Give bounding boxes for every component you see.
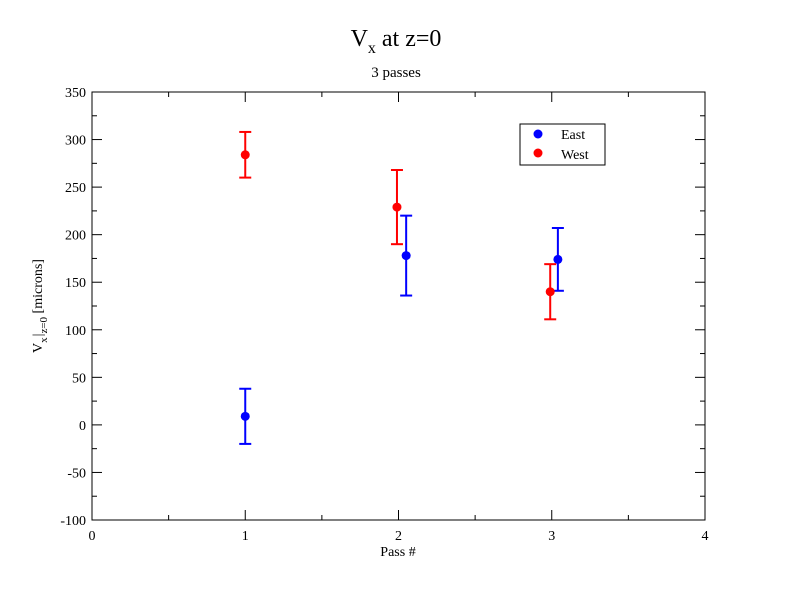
plot-area-frame <box>91 91 706 521</box>
y-axis-label-bar: | <box>31 334 46 337</box>
y-tick-label: -100 <box>60 514 86 529</box>
y-axis-label-z-sub: z=0 <box>38 316 50 333</box>
y-tick-label: 50 <box>72 371 86 386</box>
y-tick-label: 350 <box>65 86 86 101</box>
y-tick-label: 250 <box>65 181 86 196</box>
chart-title-main: V <box>351 26 369 52</box>
legend-marker-west <box>533 148 543 158</box>
legend-box <box>519 123 606 166</box>
x-tick-label: 3 <box>548 529 555 544</box>
x-tick-label: 0 <box>89 529 96 544</box>
x-axis-ticks: 0 1 2 3 4 <box>89 92 709 544</box>
legend-marker-east <box>533 129 543 139</box>
legend: East West <box>519 123 606 166</box>
chart-title: Vx at z=0 <box>351 26 442 57</box>
y-tick-label: 300 <box>65 134 86 149</box>
y-tick-label: -50 <box>67 466 86 481</box>
point-west-3 <box>545 287 555 297</box>
chart-subtitle: 3 passes <box>371 65 421 81</box>
y-axis-label-x-sub: x <box>38 337 50 343</box>
point-east-3 <box>553 254 563 264</box>
y-tick-label: 200 <box>65 229 86 244</box>
x-tick-label: 4 <box>702 529 709 544</box>
x-tick-label: 1 <box>242 529 249 544</box>
point-west-2 <box>392 202 402 212</box>
y-axis-label-unit: [microns] <box>31 259 46 317</box>
x-tick-label: 2 <box>395 529 402 544</box>
y-tick-label: 150 <box>65 276 86 291</box>
series-layer <box>239 130 564 445</box>
y-axis-label: Vx|z=0 [microns] <box>31 259 50 353</box>
y-tick-label: 100 <box>65 324 86 339</box>
legend-label-west: West <box>561 148 589 163</box>
legend-label-east: East <box>561 128 585 143</box>
y-tick-label: 0 <box>79 419 86 434</box>
y-axis-ticks: -100 -50 0 50 100 150 200 250 300 350 <box>60 86 705 529</box>
chart-title-subscript: x <box>368 40 376 57</box>
y-axis-label-v: V <box>31 343 46 353</box>
chart-title-suffix: at z=0 <box>376 26 442 52</box>
point-east-2 <box>401 251 411 261</box>
x-axis-label: Pass # <box>380 545 415 560</box>
point-east-1 <box>240 411 250 421</box>
point-west-1 <box>240 150 250 160</box>
